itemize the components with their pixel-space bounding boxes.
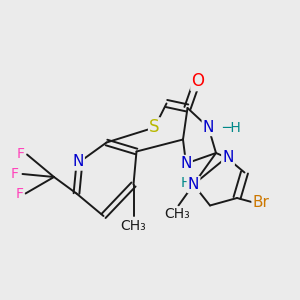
Text: O: O (191, 72, 205, 90)
Text: H: H (181, 176, 191, 190)
Text: N: N (180, 156, 192, 171)
Text: CH₃: CH₃ (164, 207, 190, 221)
Text: F: F (16, 187, 23, 200)
Text: N: N (72, 154, 84, 169)
Text: CH₃: CH₃ (121, 219, 146, 233)
Text: ─H: ─H (222, 121, 241, 134)
Text: N: N (203, 120, 214, 135)
Text: N: N (188, 177, 199, 192)
Text: N: N (222, 150, 234, 165)
Text: F: F (11, 167, 19, 181)
Text: S: S (149, 118, 160, 136)
Text: F: F (17, 148, 25, 161)
Text: Br: Br (253, 195, 269, 210)
